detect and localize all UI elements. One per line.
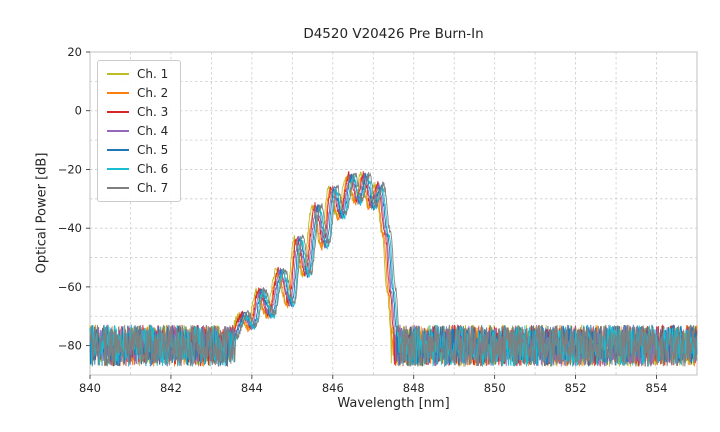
y-tick-label: −40 (58, 221, 82, 235)
y-tick-label: 0 (75, 104, 82, 118)
legend-label: Ch. 4 (137, 124, 169, 138)
legend-item[interactable]: Ch. 7 (107, 182, 168, 194)
x-tick-label: 842 (160, 381, 182, 395)
legend-label: Ch. 5 (137, 143, 169, 157)
x-tick-label: 846 (322, 381, 344, 395)
y-tick-label: −60 (58, 280, 82, 294)
plot-border (89, 51, 698, 376)
legend-label: Ch. 1 (137, 67, 169, 81)
legend-line-swatch (107, 149, 129, 151)
legend: Ch. 1 Ch. 2 Ch. 3 Ch. 4 Ch. 5 Ch. 6 Ch. 7 (97, 60, 182, 202)
legend-item[interactable]: Ch. 2 (107, 87, 168, 99)
legend-label: Ch. 7 (137, 181, 169, 195)
y-axis-label: Optical Power [dB] (34, 152, 50, 274)
legend-label: Ch. 2 (137, 86, 169, 100)
x-tick-label: 844 (241, 381, 263, 395)
legend-item[interactable]: Ch. 1 (107, 68, 168, 80)
x-tick-label: 854 (646, 381, 668, 395)
x-tick-label: 852 (565, 381, 587, 395)
legend-line-swatch (107, 168, 129, 170)
legend-line-swatch (107, 73, 129, 75)
y-tick-label: 20 (67, 45, 82, 59)
legend-item[interactable]: Ch. 4 (107, 125, 168, 137)
legend-item[interactable]: Ch. 5 (107, 144, 168, 156)
trace-ch-7 (89, 172, 698, 367)
legend-line-swatch (107, 111, 129, 113)
legend-item[interactable]: Ch. 6 (107, 163, 168, 175)
chart-title: D4520 V20426 Pre Burn-In (303, 26, 484, 42)
y-tick-label: −20 (58, 162, 82, 176)
x-tick-label: 848 (403, 381, 425, 395)
legend-label: Ch. 3 (137, 105, 169, 119)
x-tick-label: 850 (484, 381, 506, 395)
legend-line-swatch (107, 187, 129, 189)
legend-line-swatch (107, 92, 129, 94)
legend-line-swatch (107, 130, 129, 132)
legend-item[interactable]: Ch. 3 (107, 106, 168, 118)
legend-label: Ch. 6 (137, 162, 169, 176)
x-tick-label: 840 (79, 381, 101, 395)
x-axis-label: Wavelength [nm] (337, 396, 450, 411)
y-tick-label: −80 (58, 339, 82, 353)
